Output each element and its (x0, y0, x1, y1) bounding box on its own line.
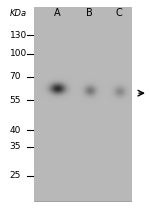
Text: KDa: KDa (9, 9, 27, 18)
Text: A: A (54, 8, 61, 18)
Text: 25: 25 (9, 171, 21, 180)
Text: 130: 130 (9, 31, 27, 40)
FancyBboxPatch shape (34, 8, 131, 201)
Text: 40: 40 (9, 126, 21, 135)
Text: 70: 70 (9, 72, 21, 81)
Text: C: C (116, 8, 123, 18)
Text: B: B (86, 8, 93, 18)
Text: 55: 55 (9, 96, 21, 105)
Text: 35: 35 (9, 142, 21, 151)
Text: 100: 100 (9, 50, 27, 59)
